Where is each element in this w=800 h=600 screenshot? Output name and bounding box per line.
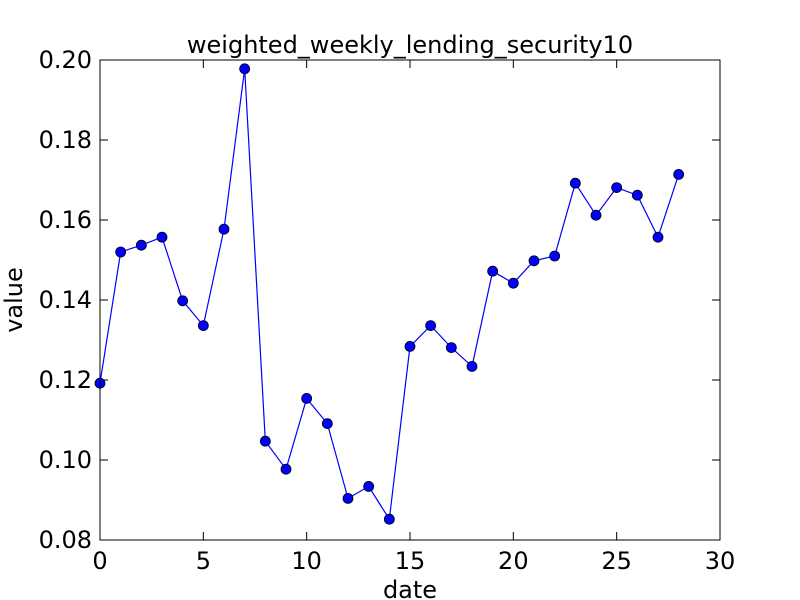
y-tick-label: 0.16: [39, 206, 92, 234]
y-tick-label: 0.10: [39, 446, 92, 474]
data-point: [177, 295, 189, 307]
data-point: [342, 492, 354, 504]
x-tick-label: 30: [705, 547, 736, 575]
series-layer: [94, 63, 685, 525]
chart-title: weighted_weekly_lending_security10: [187, 31, 633, 59]
data-point: [652, 231, 664, 243]
x-tick-label: 15: [395, 547, 426, 575]
data-point: [611, 182, 623, 194]
x-tick-label: 10: [291, 547, 322, 575]
data-point: [218, 223, 230, 235]
data-point: [135, 239, 147, 251]
data-point: [569, 177, 581, 189]
data-point: [280, 463, 292, 475]
data-point: [321, 418, 333, 430]
data-point: [445, 342, 457, 354]
data-point: [528, 255, 540, 267]
x-axis-title: date: [383, 576, 437, 600]
data-point: [425, 320, 437, 332]
data-point: [404, 340, 416, 352]
y-tick-label: 0.14: [39, 286, 92, 314]
data-point: [507, 277, 519, 289]
x-tick-label: 0: [92, 547, 107, 575]
y-tick-label: 0.20: [39, 46, 92, 74]
plot-area: [100, 60, 720, 540]
data-point: [549, 250, 561, 262]
y-axis-title: value: [0, 267, 28, 333]
data-point: [197, 320, 209, 332]
data-point: [487, 265, 499, 277]
data-point: [673, 168, 685, 180]
data-point: [115, 246, 127, 258]
y-tick-label: 0.12: [39, 366, 92, 394]
data-point: [590, 209, 602, 221]
x-tick-label: 5: [196, 547, 211, 575]
data-point: [363, 480, 375, 492]
data-point: [383, 513, 395, 525]
data-point: [259, 435, 271, 447]
x-tick-label: 20: [498, 547, 529, 575]
data-point: [301, 392, 313, 404]
x-axis: 0 5 10 15 20 25 30: [92, 60, 735, 575]
data-point: [466, 360, 478, 372]
y-tick-label: 0.08: [39, 526, 92, 554]
x-tick-label: 25: [601, 547, 632, 575]
y-tick-label: 0.18: [39, 126, 92, 154]
data-point: [156, 231, 168, 243]
data-point: [631, 189, 643, 201]
plot-frame: [99, 59, 721, 541]
y-axis: 0.08 0.10 0.12 0.14 0.16 0.18 0.20: [39, 46, 720, 554]
data-point: [239, 63, 251, 75]
